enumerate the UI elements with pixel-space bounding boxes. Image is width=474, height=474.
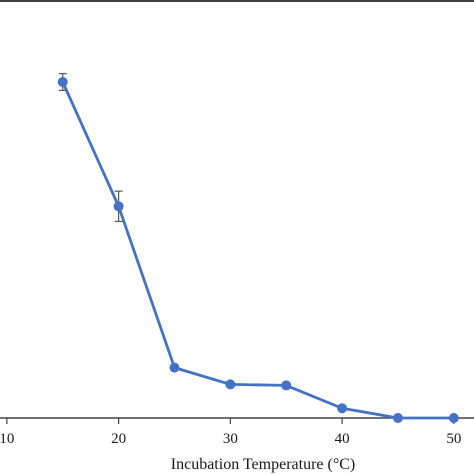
data-point bbox=[448, 413, 459, 423]
data-point bbox=[392, 413, 403, 423]
data-point bbox=[169, 362, 180, 373]
data-point bbox=[337, 403, 348, 414]
series-layer bbox=[57, 72, 459, 423]
data-point bbox=[281, 380, 292, 391]
x-axis-title: Incubation Temperature (°C) bbox=[171, 456, 355, 473]
x-tick-label: 50 bbox=[446, 431, 461, 447]
x-tick-labels: 10 20 30 40 50 bbox=[0, 431, 461, 447]
series-line bbox=[61, 81, 454, 420]
data-point bbox=[225, 379, 236, 390]
data-point bbox=[113, 201, 124, 212]
x-tick-label: 20 bbox=[111, 431, 126, 447]
x-tick-label: 30 bbox=[223, 431, 238, 447]
data-point bbox=[57, 77, 68, 87]
x-tick-label: 10 bbox=[0, 431, 14, 447]
x-tick-label: 40 bbox=[335, 431, 350, 447]
